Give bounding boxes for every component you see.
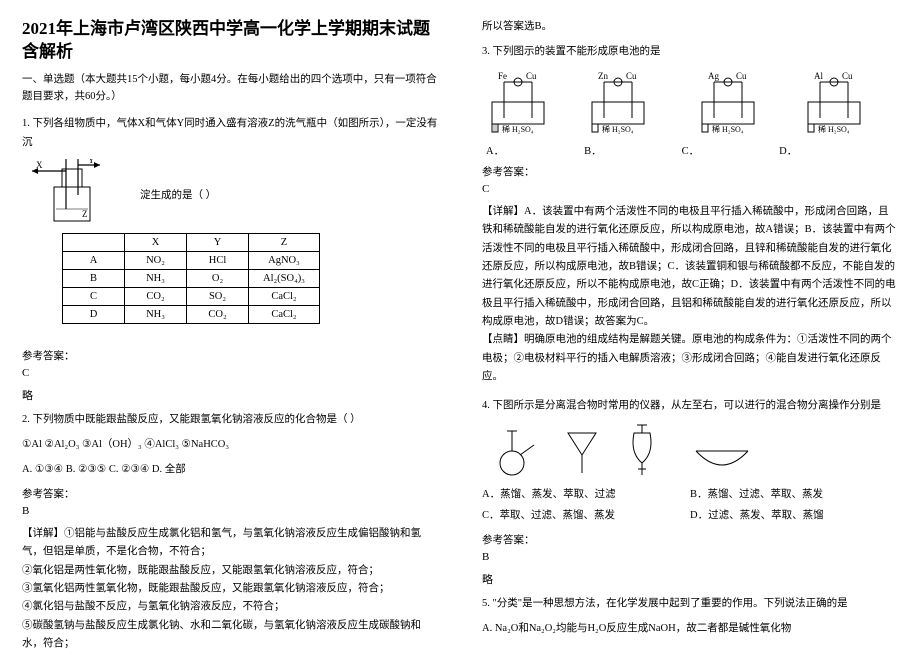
r3c0: C [63, 288, 125, 306]
svg-text:Cu: Cu [842, 71, 853, 81]
r4c2: CO₂ [187, 306, 249, 324]
q2-d5: ⑤碳酸氢钠与盐酸反应生成氯化钠、水和二氧化碳，与氢氧化钠溶液反应生成碳酸钠和水，… [22, 617, 438, 654]
q3-c: C． [682, 143, 700, 158]
q5-optA: A. Na₂O和Na₂O₂均能与H₂O反应生成NaOH，故二者都是碱性氧化物 [482, 620, 898, 639]
q2-detail-label: 【详解】 [22, 528, 64, 539]
svg-text:稀 H₂SO₄: 稀 H₂SO₄ [502, 124, 534, 134]
r2c3: Al₂(SO₄)₃ [249, 270, 320, 288]
right-column: 所以答案选B。 3. 下列图示的装置不能形成原电池的是 Fe Cu 稀 H₂SO… [460, 0, 920, 651]
exam-title: 2021年上海市卢湾区陕西中学高一化学上学期期末试题含解析 [22, 18, 438, 64]
q1-table: X Y Z A NO₂ HCl AgNO₃ B NH₃ O₂ Al₂(SO₄)₃… [62, 233, 320, 324]
th-blank [63, 234, 125, 252]
q1-stem: 1. 下列各组物质中，气体X和气体Y同时通入盛有溶液Z的洗气瓶中（如图所示），一… [22, 115, 438, 153]
svg-text:Fe: Fe [498, 71, 507, 81]
q4-optC: C．萃取、过滤、蒸馏、蒸发 [482, 505, 690, 526]
r1c1: NO₂ [125, 252, 187, 270]
svg-text:Zn: Zn [598, 71, 608, 81]
r3c3: CaCl₂ [249, 288, 320, 306]
separation-apparatus-icon [482, 421, 782, 479]
q4-ans: B [482, 551, 898, 563]
q2-d4: ④氯化铝与盐酸不反应，与氢氧化钠溶液反应，不符合； [22, 598, 438, 616]
q3-ans-label: 参考答案： [482, 164, 898, 179]
q3-tip-text: 明确原电池的组成结构是解题关键。原电池的构成条件为：①活泼性不同的两个电极；②电… [482, 334, 892, 382]
svg-text:Cu: Cu [526, 71, 537, 81]
q2-d2: ②氧化铝是两性氧化物，既能跟盐酸反应，又能跟氢氧化钠溶液反应，符合； [22, 562, 438, 580]
r4c3: CaCl₂ [249, 306, 320, 324]
q3-detail-label: 【详解】 [482, 206, 524, 217]
r2c2: O₂ [187, 270, 249, 288]
q4-ans-label: 参考答案： [482, 532, 898, 547]
svg-text:Cu: Cu [736, 71, 747, 81]
q3-abcd: A． B． C． D． [486, 143, 898, 158]
r2c0: B [63, 270, 125, 288]
r4c0: D [63, 306, 125, 324]
svg-text:稀 H₂SO₄: 稀 H₂SO₄ [818, 124, 850, 134]
q4-note: 略 [482, 571, 898, 587]
svg-text:Z: Z [82, 209, 88, 219]
q5-stem: 5. "分类"是一种思想方法，在化学发展中起到了重要的作用。下列说法正确的是 [482, 595, 898, 614]
q2-d1: ①铝能与盐酸反应生成氯化铝和氢气，与氢氧化钠溶液反应生成偏铝酸钠和氢气，但铝是单… [22, 528, 421, 557]
r1c3: AgNO₃ [249, 252, 320, 270]
svg-text:X: X [36, 160, 43, 170]
q3-tip-label: 【点睛】 [482, 334, 524, 345]
q3-stem: 3. 下列图示的装置不能形成原电池的是 [482, 43, 898, 62]
r1c0: A [63, 252, 125, 270]
q3-d: D． [779, 143, 797, 158]
q4-optD: D．过滤、蒸发、萃取、蒸馏 [690, 505, 898, 526]
q1-note: 略 [22, 387, 438, 403]
left-column: 2021年上海市卢湾区陕西中学高一化学上学期期末试题含解析 一、单选题（本大题共… [0, 0, 460, 651]
q2-line2: ①Al ②Al₂O₃ ③Al（OH）₃ ④AlCl₃ ⑤NaHCO₃ [22, 436, 438, 455]
r2c1: NH₃ [125, 270, 187, 288]
svg-text:Y: Y [88, 159, 95, 165]
q2-ans-label: 参考答案： [22, 486, 438, 501]
q4-stem: 4. 下图所示是分离混合物时常用的仪器，从左至右，可以进行的混合物分离操作分别是 [482, 397, 898, 416]
svg-text:Ag: Ag [708, 71, 719, 81]
q3-a: A． [486, 143, 504, 158]
section-intro: 一、单选题（本大题共15个小题，每小题4分。在每小题给出的四个选项中，只有一项符… [22, 72, 438, 106]
th-z: Z [249, 234, 320, 252]
q4-options: A．蒸馏、蒸发、萃取、过滤 B．蒸馏、过滤、萃取、蒸发 C．萃取、过滤、蒸馏、蒸… [482, 484, 898, 526]
q1-caption: 淀生成的是（ ） [140, 187, 216, 202]
svg-text:稀 H₂SO₄: 稀 H₂SO₄ [712, 124, 744, 134]
q3-b: B． [584, 143, 602, 158]
q3-ans: C [482, 183, 898, 195]
col2-top: 所以答案选B。 [482, 18, 898, 37]
q4-optB: B．蒸馏、过滤、萃取、蒸发 [690, 484, 898, 505]
battery-cells-icon: Fe Cu 稀 H₂SO₄ Zn Cu 稀 H₂SO₄ [482, 68, 892, 136]
r1c2: HCl [187, 252, 249, 270]
th-x: X [125, 234, 187, 252]
q3-detail: 【详解】A．该装置中有两个活泼性不同的电极且平行插入稀硫酸中，形成闭合回路，且铁… [482, 203, 898, 332]
q2-ans: B [22, 505, 438, 517]
q4-apparatus [482, 421, 898, 482]
q3-diagrams: Fe Cu 稀 H₂SO₄ Zn Cu 稀 H₂SO₄ [482, 68, 898, 139]
q2-opts: A. ①③④ B. ②③⑤ C. ②③④ D. 全部 [22, 461, 438, 480]
q4-optA: A．蒸馏、蒸发、萃取、过滤 [482, 484, 690, 505]
q1-ans-label: 参考答案： [22, 348, 438, 363]
q1-diagram: X Y Z 淀生成的是（ ） [32, 159, 438, 229]
svg-text:Al: Al [814, 71, 823, 81]
r3c1: CO₂ [125, 288, 187, 306]
svg-text:Cu: Cu [626, 71, 637, 81]
q1-ans: C [22, 367, 438, 379]
wash-bottle-icon: X Y Z [32, 159, 112, 229]
q2-stem: 2. 下列物质中既能跟盐酸反应，又能跟氢氧化钠溶液反应的化合物是（ ） [22, 411, 438, 430]
q3-tip: 【点睛】明确原电池的组成结构是解题关键。原电池的构成条件为：①活泼性不同的两个电… [482, 331, 898, 386]
q2-detail: 【详解】①铝能与盐酸反应生成氯化铝和氢气，与氢氧化钠溶液反应生成偏铝酸钠和氢气，… [22, 525, 438, 562]
th-y: Y [187, 234, 249, 252]
r4c1: NH₃ [125, 306, 187, 324]
svg-text:稀 H₂SO₄: 稀 H₂SO₄ [602, 124, 634, 134]
r3c2: SO₂ [187, 288, 249, 306]
q2-d3: ③氢氧化铝两性氢氧化物，既能跟盐酸反应，又能跟氢氧化钠溶液反应，符合； [22, 580, 438, 598]
